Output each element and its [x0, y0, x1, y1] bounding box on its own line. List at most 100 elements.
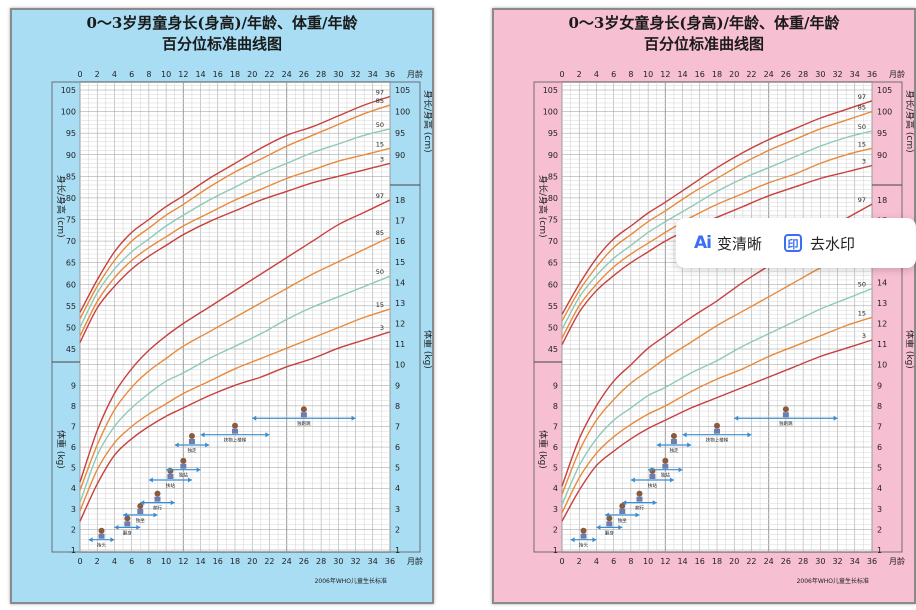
- milestone-arrow-right: [170, 500, 175, 506]
- girls-chart-title: 0～3岁女童身长(身高)/年龄、体重/年龄: [568, 14, 840, 32]
- x-tick-label-bottom: 12: [660, 557, 670, 566]
- milestone-arrow-right: [136, 524, 141, 530]
- length-percentile-label-p50: 50: [858, 123, 866, 131]
- child-figure-icon: [98, 527, 105, 534]
- x-tick-label-bottom: 26: [781, 557, 791, 566]
- x-tick-label-top: 22: [746, 70, 756, 79]
- milestone-arrow-left: [734, 415, 739, 421]
- x-tick-label-bottom: 14: [677, 557, 687, 566]
- milestone-arrow-left: [656, 442, 661, 448]
- y-right-weight-tick: 13: [395, 299, 405, 308]
- y-right-weight-tick: 2: [395, 525, 400, 534]
- milestone-label: 扶物上楼梯: [706, 437, 729, 444]
- x-tick-label-bottom: 24: [764, 557, 774, 566]
- x-tick-label-top: 14: [677, 70, 687, 79]
- left-weight-axis-label: 体重 (kg): [537, 430, 549, 469]
- milestone-arrow-left: [200, 432, 205, 438]
- grid: [79, 82, 391, 552]
- milestone-arrow-left: [123, 512, 128, 518]
- y-left-length-tick: 50: [548, 323, 558, 332]
- y-left-weight-tick: 7: [553, 422, 558, 431]
- milestone-label: 爬行: [153, 505, 162, 512]
- stamp-icon: 印: [784, 234, 802, 252]
- y-right-weight-tick: 6: [877, 443, 882, 452]
- y-right-length-tick: 105: [877, 86, 892, 95]
- x-tick-label-bottom: 18: [230, 557, 240, 566]
- y-right-weight-tick: 1: [877, 546, 882, 555]
- milestone-arrow-right: [187, 477, 192, 483]
- right-weight-axis-label: 体重 (kg): [422, 330, 432, 369]
- x-tick-label-bottom: 0: [559, 557, 564, 566]
- y-left-length-tick: 85: [66, 172, 76, 181]
- y-left-length-tick: 65: [66, 259, 76, 268]
- y-right-weight-tick: 1: [395, 546, 400, 555]
- remove-watermark-button[interactable]: 印 去水印: [762, 233, 855, 254]
- milestone-arrow-right: [833, 415, 838, 421]
- milestone-arrow-right: [153, 512, 158, 518]
- x-tick-label-bottom: 16: [213, 557, 223, 566]
- milestone-arrow-left: [148, 477, 153, 483]
- length-percentile-label-p3: 3: [380, 155, 384, 163]
- child-figure-body: [188, 439, 195, 444]
- y-right-length-tick: 105: [395, 86, 410, 95]
- weight-percentile-label-p97: 97: [376, 192, 384, 200]
- milestone-arrow-left: [140, 500, 145, 506]
- weight-curve-p3: [79, 331, 391, 522]
- x-tick-label-top: 36: [385, 70, 395, 79]
- y-left-length-tick: 70: [66, 237, 76, 246]
- y-right-length-tick: 95: [395, 129, 405, 138]
- y-right-weight-tick: 10: [395, 361, 405, 370]
- x-tick-label-top: 6: [611, 70, 616, 79]
- x-tick-label-top: 32: [832, 70, 842, 79]
- x-tick-label-top: 16: [213, 70, 223, 79]
- milestone-label: 翻身: [123, 529, 132, 536]
- milestone-arrow-right: [747, 432, 752, 438]
- milestone-label: 翻身: [605, 529, 614, 536]
- child-figure-body: [137, 509, 144, 514]
- child-figure-icon: [606, 515, 613, 522]
- x-tick-label-top: 4: [594, 70, 599, 79]
- weight-percentile-label-p3: 3: [380, 324, 384, 332]
- child-figure-body: [232, 428, 238, 434]
- y-right-weight-tick: 12: [877, 320, 887, 329]
- weight-curve-p50: [561, 287, 873, 505]
- y-left-weight-tick: 6: [553, 443, 558, 452]
- x-tick-label-top: 10: [161, 70, 171, 79]
- child-figure-body: [619, 509, 626, 514]
- child-figure-body: [124, 521, 131, 527]
- child-figure-icon: [662, 457, 669, 464]
- child-figure-icon: [714, 422, 720, 429]
- x-tick-label-bottom: 8: [146, 557, 151, 566]
- y-right-weight-tick: 10: [877, 361, 887, 370]
- x-tick-label-top: 30: [333, 70, 343, 79]
- y-left-weight-tick: 9: [71, 381, 76, 390]
- x-tick-label-bottom: 28: [316, 557, 326, 566]
- child-figure-icon: [636, 490, 643, 497]
- boys-chart-svg: 0022446688101012121414161618182020222224…: [51, 69, 432, 585]
- y-right-weight-tick: 3: [395, 505, 400, 514]
- y-right-weight-tick: 13: [877, 299, 887, 308]
- x-tick-label-bottom: 34: [368, 557, 378, 566]
- x-tick-label-bottom: 32: [832, 557, 842, 566]
- milestone-arrow-left: [630, 477, 635, 483]
- x-tick-label-bottom: 26: [299, 557, 309, 566]
- y-right-weight-tick: 9: [877, 381, 882, 390]
- y-left-weight-tick: 1: [71, 546, 76, 555]
- y-right-weight-tick: 7: [877, 422, 882, 431]
- y-right-weight-tick: 2: [877, 525, 882, 534]
- x-tick-label-top: 34: [850, 70, 860, 79]
- y-right-length-tick: 90: [395, 151, 405, 160]
- x-tick-label-top: 0: [559, 70, 564, 79]
- y-left-length-tick: 75: [66, 216, 76, 225]
- milestone-label: 独坐: [136, 517, 145, 524]
- x-tick-label-top: 8: [628, 70, 633, 79]
- right-length-axis-label: 身长/身高 (cm): [904, 90, 914, 153]
- milestone-arrow-right: [618, 524, 623, 530]
- enhance-button[interactable]: Ai 变清晰: [676, 233, 762, 254]
- y-left-length-tick: 95: [66, 129, 76, 138]
- milestone-arrow-left: [174, 442, 179, 448]
- child-figure-icon: [180, 457, 187, 464]
- length-curve-p3: [79, 162, 391, 343]
